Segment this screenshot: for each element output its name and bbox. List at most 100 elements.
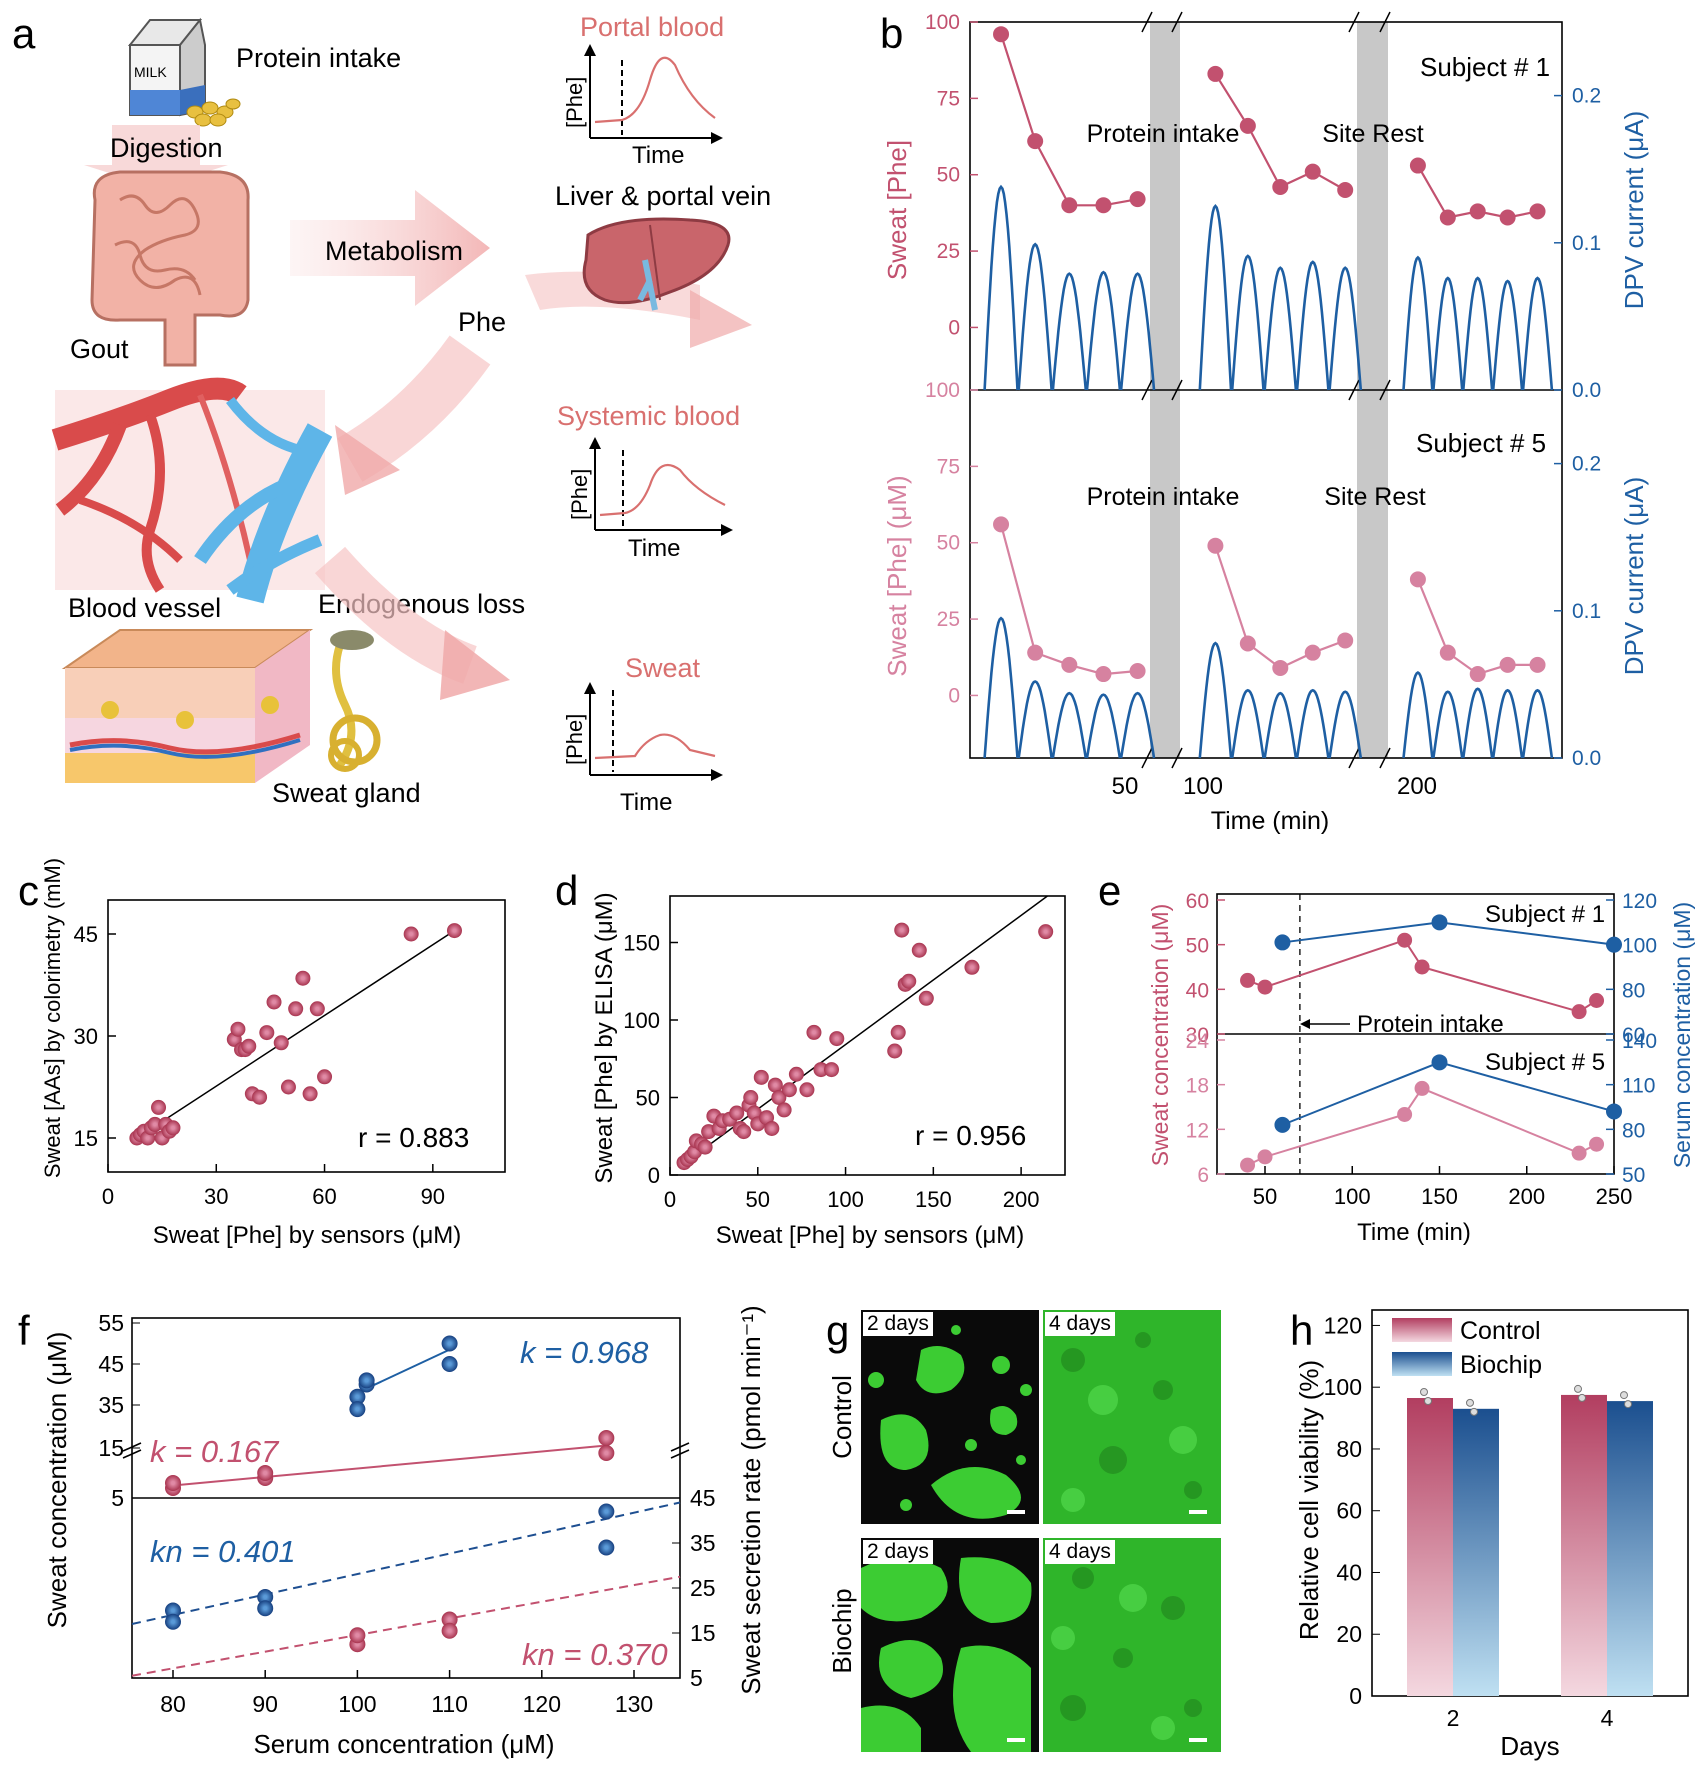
liver-label: Liver & portal vein [555,181,771,211]
e-left-tick-label: 60 [1186,890,1209,913]
e-serum-point [1431,1054,1448,1071]
c-point [288,1001,304,1017]
panel-c-chart: Sweat [AAs] by colorimetry (mM) Sweat [P… [40,858,506,1249]
c-point [295,970,311,986]
c-x-tick-label: 0 [102,1184,114,1209]
e-left-tick-label: 40 [1186,979,1209,1002]
b-left-tick-label: 0 [948,684,960,707]
panel-e-chart: Subject # 1 Subject # 5 Protein intake T… [1147,890,1695,1246]
c-point [273,1035,289,1051]
micro-control-2days: 2 days [861,1310,1039,1524]
f-top-tick-label: 35 [98,1392,124,1418]
c-point [266,994,282,1010]
h-legend-swatch [1392,1352,1452,1376]
b-sweat-point [1469,666,1486,683]
b-site-rest-label-1: Site Rest [1322,120,1423,148]
e-sweat-point [1257,979,1273,995]
micro-control-4days: 4 days [1043,1310,1221,1524]
e-sweat-point [1571,1145,1587,1161]
micro-control-2days-image [868,1325,1032,1519]
micro-biochip-2days-image [861,1557,1032,1752]
h-y-label: Relative cell viability (%) [1294,1360,1324,1640]
f-point-pink [441,1622,458,1639]
b-break-mark [1379,11,1391,33]
b-sweat-point [1337,181,1354,198]
f-bottom-tick-label: 25 [690,1575,716,1601]
f-top-tick-label: 15 [98,1435,124,1461]
c-point [446,923,462,939]
f-axis-break [122,1449,142,1459]
panel-letter-b: b [880,10,903,57]
e-left-tick-label: 18 [1186,1075,1209,1098]
d-point [894,922,910,938]
f-fit-pink-bottom [131,1575,681,1677]
b-x-tick-200: 200 [1397,773,1437,800]
b-y-right-label-5: DPV current (μA) [1619,477,1649,675]
systemic-x-label: Time [628,535,680,562]
e-serum-point [1606,936,1622,953]
b-sweat-point [1529,203,1546,220]
intestine-icon [90,170,250,367]
c-point [317,1069,333,1085]
b-sweat-point [1469,203,1486,220]
e-serum-point [1431,914,1448,931]
b-sweat-point [1529,656,1546,673]
b-left-tick-label: 75 [937,87,960,110]
b-site-rest-label-5: Site Rest [1324,483,1425,511]
h-replicate-point [1624,1400,1632,1409]
f-kn-blue-label: kn = 0.401 [150,1534,296,1569]
b-x-tick-100: 100 [1183,773,1223,800]
b-sweat-point [993,516,1010,533]
d-point [781,1082,797,1098]
d-x-tick-label: 150 [915,1187,952,1212]
f-bottom-tick-label: 35 [690,1530,716,1556]
tile-label-biochip-2days: 2 days [863,1540,933,1564]
systemic-y-label: [Phe] [567,469,592,520]
panel-letter-e: e [1098,867,1121,914]
e-right-tick-label: 120 [1622,890,1657,913]
milk-label: MILK [134,64,167,80]
e-x-tick-label: 200 [1508,1184,1545,1209]
f-x-tick-label: 120 [523,1691,561,1717]
e-sweat-point [1240,1157,1256,1173]
b-x-axis-label: Time (min) [1211,807,1330,835]
e-subject1-label: Subject # 1 [1485,901,1605,928]
f-axis-break [670,1449,690,1459]
h-y-tick-label: 20 [1336,1621,1362,1647]
f-top-tick-label: 45 [98,1351,124,1377]
h-legend-label: Control [1460,1317,1541,1345]
c-y-tick-label: 15 [74,1126,98,1151]
d-point [813,1062,829,1078]
blood-vessel-icon [51,377,333,604]
d-r-annotation: r = 0.956 [915,1120,1026,1151]
b-protein-intake-label-5: Protein intake [1087,483,1240,511]
b-sweat-point [1239,635,1256,652]
f-top-tick-label: 5 [111,1485,124,1511]
e-sweat-point [1397,932,1413,948]
e-x-tick-label: 250 [1596,1184,1633,1209]
f-point-blue [358,1372,375,1389]
f-point-blue [349,1401,366,1418]
c-r-annotation: r = 0.883 [358,1122,469,1153]
metabolism-arrow [290,190,490,306]
tile-label-control-2days: 2 days [863,1312,933,1336]
e-sweat-point [1589,1136,1605,1152]
f-axis-break [122,1442,142,1452]
h-bar-control [1561,1394,1607,1696]
panel-d-chart: Sweat [Phe] by ELISA (μM) Sweat [Phe] by… [591,892,1066,1249]
d-x-label: Sweat [Phe] by sensors (μM) [716,1222,1025,1249]
c-y-tick-label: 45 [74,922,98,947]
e-sweat-point [1414,959,1430,975]
e-left-tick-label: 50 [1186,935,1209,958]
d-point [771,1090,787,1105]
b-break-mark [1171,11,1183,33]
b-break-mark [1141,11,1153,33]
d-point [901,973,917,989]
b-x-tick-50: 50 [1112,773,1139,800]
b-sweat-point [1027,644,1044,661]
d-point [729,1105,745,1121]
h-replicate-point [1470,1407,1478,1416]
f-bottom-tick-label: 15 [690,1620,716,1646]
b-sweat-point [1129,191,1146,208]
